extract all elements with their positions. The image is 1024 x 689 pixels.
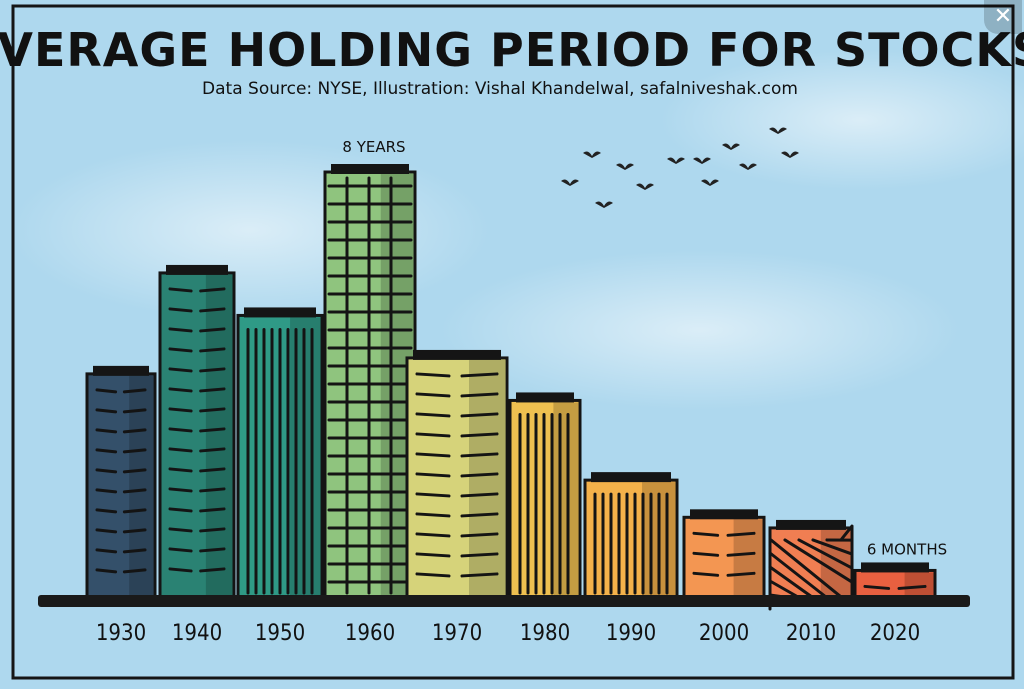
x-tick-label: 1960 bbox=[345, 621, 395, 646]
x-tick-label: 1930 bbox=[96, 621, 146, 646]
building-roof bbox=[244, 307, 316, 318]
cloud-shape bbox=[10, 140, 490, 320]
bar-group bbox=[85, 164, 937, 611]
bar-2000 bbox=[682, 509, 766, 599]
x-tick-label: 1990 bbox=[606, 621, 656, 646]
bird-icon bbox=[769, 127, 787, 134]
building-windows bbox=[415, 372, 499, 578]
x-tick-label: 2010 bbox=[786, 621, 836, 646]
bird-icon bbox=[722, 143, 740, 150]
building-roof bbox=[776, 519, 846, 530]
bar-1980 bbox=[508, 392, 582, 599]
building-shade bbox=[553, 402, 579, 597]
chart-subtitle: Data Source: NYSE, Illustration: Vishal … bbox=[202, 79, 798, 99]
building-roof bbox=[690, 509, 758, 520]
building-roof bbox=[516, 392, 574, 403]
bird-icon bbox=[667, 157, 685, 164]
building-roof bbox=[591, 472, 671, 483]
x-tick-label: 2000 bbox=[699, 621, 749, 646]
bird-icon bbox=[561, 179, 579, 186]
close-icon[interactable]: ✕ bbox=[984, 0, 1022, 34]
x-axis-tick-labels: 1930 1940 1950 1960 1970 1980 1990 2000 2010 2020 bbox=[96, 621, 920, 646]
building-windows bbox=[692, 531, 756, 577]
building-windows bbox=[327, 176, 413, 595]
bar-2020 bbox=[853, 562, 937, 599]
building-shade bbox=[129, 375, 154, 597]
bird-icon bbox=[636, 183, 654, 190]
x-tick-label: 1950 bbox=[255, 621, 305, 646]
annotation-1960: 8 YEARS bbox=[342, 138, 405, 156]
building-roof bbox=[166, 264, 228, 275]
building-roof bbox=[331, 164, 409, 174]
x-tick-label: 1980 bbox=[520, 621, 570, 646]
annotation-group: 8 YEARS 6 MONTHS bbox=[342, 138, 947, 558]
building-windows bbox=[518, 412, 570, 595]
annotation-2020: 6 MONTHS bbox=[867, 540, 947, 558]
x-tick-label: 2020 bbox=[870, 621, 920, 646]
building-windows bbox=[95, 388, 147, 574]
bar-1930 bbox=[85, 365, 157, 599]
building-roof bbox=[861, 562, 929, 573]
bird-icon bbox=[739, 163, 757, 170]
building-shade bbox=[733, 519, 763, 597]
ground-line bbox=[38, 595, 970, 607]
building-shade bbox=[904, 572, 934, 597]
building-windows bbox=[593, 492, 669, 595]
building-windows bbox=[246, 327, 314, 595]
bird-flock bbox=[561, 127, 799, 208]
bird-icon bbox=[781, 151, 799, 158]
bird-icon bbox=[616, 163, 634, 170]
building-roof bbox=[93, 365, 149, 376]
bar-1990 bbox=[583, 472, 679, 599]
x-tick-label: 1940 bbox=[172, 621, 222, 646]
bird-icon bbox=[693, 157, 711, 164]
x-tick-label: 1970 bbox=[432, 621, 482, 646]
cloud-shape bbox=[660, 50, 1024, 190]
bar-1960 bbox=[323, 164, 417, 599]
cloud-shape bbox=[440, 250, 960, 410]
bar-1950 bbox=[236, 307, 324, 599]
building-windows bbox=[863, 584, 927, 590]
building-shade bbox=[469, 359, 505, 597]
bar-1940 bbox=[158, 264, 236, 599]
chart-title: AVERAGE HOLDING PERIOD FOR STOCKS bbox=[0, 23, 1024, 77]
frame-border bbox=[11, 4, 1015, 680]
bird-icon bbox=[583, 151, 601, 158]
bird-icon bbox=[701, 179, 719, 186]
bird-icon bbox=[595, 201, 613, 208]
building-roof bbox=[413, 349, 501, 360]
bar-1970 bbox=[405, 349, 509, 599]
building-windows bbox=[168, 287, 226, 573]
